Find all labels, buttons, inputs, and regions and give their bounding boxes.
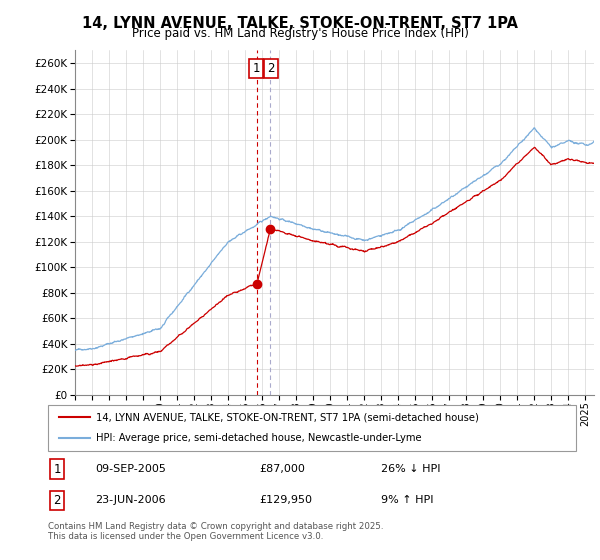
Text: 09-SEP-2005: 09-SEP-2005: [95, 464, 166, 474]
Text: 14, LYNN AVENUE, TALKE, STOKE-ON-TRENT, ST7 1PA: 14, LYNN AVENUE, TALKE, STOKE-ON-TRENT, …: [82, 16, 518, 31]
Text: 1: 1: [253, 62, 260, 74]
Text: 2: 2: [268, 62, 275, 74]
Text: Contains HM Land Registry data © Crown copyright and database right 2025.
This d: Contains HM Land Registry data © Crown c…: [48, 522, 383, 542]
Text: £129,950: £129,950: [259, 496, 312, 506]
Text: 2: 2: [53, 494, 61, 507]
Text: 26% ↓ HPI: 26% ↓ HPI: [380, 464, 440, 474]
Text: Price paid vs. HM Land Registry's House Price Index (HPI): Price paid vs. HM Land Registry's House …: [131, 27, 469, 40]
Text: HPI: Average price, semi-detached house, Newcastle-under-Lyme: HPI: Average price, semi-detached house,…: [95, 433, 421, 444]
FancyBboxPatch shape: [48, 405, 576, 451]
Text: 1: 1: [53, 463, 61, 475]
Text: 14, LYNN AVENUE, TALKE, STOKE-ON-TRENT, ST7 1PA (semi-detached house): 14, LYNN AVENUE, TALKE, STOKE-ON-TRENT, …: [95, 412, 478, 422]
Text: £87,000: £87,000: [259, 464, 305, 474]
Text: 23-JUN-2006: 23-JUN-2006: [95, 496, 166, 506]
Text: 9% ↑ HPI: 9% ↑ HPI: [380, 496, 433, 506]
